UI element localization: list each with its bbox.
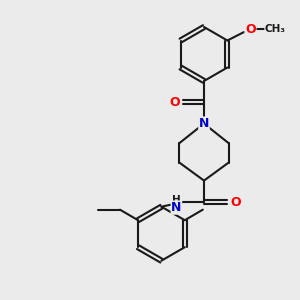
Text: O: O — [230, 196, 241, 209]
Text: H: H — [172, 195, 181, 205]
Text: N: N — [199, 117, 209, 130]
Text: CH₃: CH₃ — [265, 24, 286, 34]
Text: O: O — [169, 95, 180, 109]
Text: N: N — [171, 201, 182, 214]
Text: O: O — [245, 23, 256, 36]
